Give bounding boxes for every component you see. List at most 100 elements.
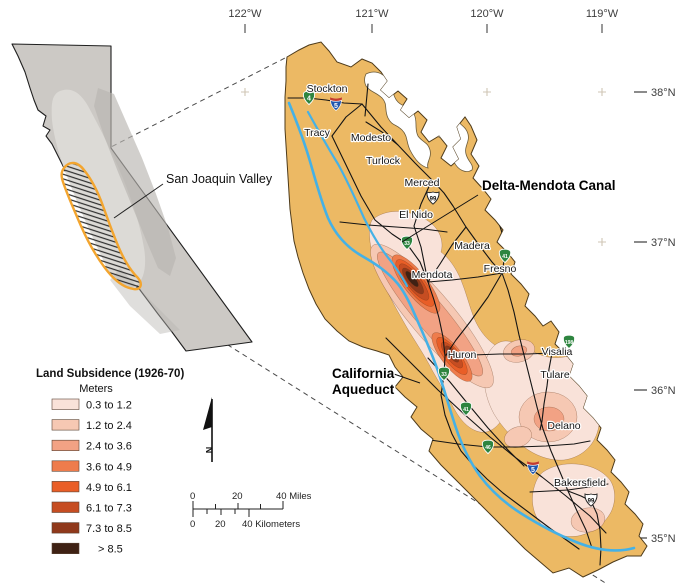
svg-text:41: 41 xyxy=(463,407,469,413)
lat-label-36n: 36°N xyxy=(651,385,676,397)
svg-text:5: 5 xyxy=(334,103,338,110)
feature-labels: Delta-Mendota Canal California Aqueduct xyxy=(331,177,617,399)
road-sr4 xyxy=(287,97,363,105)
scale-miles-0: 0 xyxy=(190,491,195,502)
svg-text:5: 5 xyxy=(531,467,535,474)
svg-text:4: 4 xyxy=(307,96,311,103)
delta-mendota-canal-line xyxy=(306,110,409,288)
city-labels: Stockton Tracy Modesto Turlock Merced El… xyxy=(303,82,607,490)
scale-km-40: 40 Kilometers xyxy=(242,519,300,530)
graticule: 122°W 121°W 120°W 119°W 38°N 37°N 36°N 3… xyxy=(228,8,675,545)
legend-label-1: 1.2 to 2.4 xyxy=(86,420,132,432)
ring-mendota-gt-8.5 xyxy=(405,271,419,287)
svg-text:99: 99 xyxy=(430,196,437,202)
us99-shield-bakersfield: 99 xyxy=(584,493,598,507)
legend-label-2: 2.4 to 3.6 xyxy=(86,441,132,453)
city-label-tracy: Tracy xyxy=(304,127,331,139)
delta-mendota-canal-label: Delta-Mendota Canal xyxy=(482,178,616,193)
north-arrow: N xyxy=(203,397,214,462)
i5-shield-north: 5 xyxy=(330,97,342,112)
svg-text:198: 198 xyxy=(565,340,574,346)
connector-line-top xyxy=(63,56,288,172)
svg-text:99: 99 xyxy=(588,498,595,504)
sr4-shield: 4 xyxy=(302,90,316,106)
canal-label-leader xyxy=(401,194,479,243)
svg-text:41: 41 xyxy=(502,254,508,260)
road-visalia-tulare-delano xyxy=(539,352,553,431)
legend-label-7: > 8.5 xyxy=(98,544,123,556)
legend-swatch-3 xyxy=(51,460,80,472)
lon-label-120w: 120°W xyxy=(470,8,504,20)
legend-title: Land Subsidence (1926-70) xyxy=(36,368,184,380)
graticule-crosses xyxy=(241,88,606,246)
scale-km-0: 0 xyxy=(190,519,195,530)
road-madera-mendota xyxy=(427,226,467,283)
water-inlet xyxy=(364,71,431,169)
aqueduct-label-leader xyxy=(390,372,421,384)
inset-region-label: San Joaquin Valley xyxy=(166,172,273,186)
legend-label-6: 7.3 to 8.5 xyxy=(86,523,132,535)
sr41-shield-south: 41 xyxy=(459,401,473,417)
main-map: 4 5 99 33 41 198 xyxy=(284,41,648,578)
lat-label-37n: 37°N xyxy=(651,237,676,249)
lon-label-122w: 122°W xyxy=(228,8,262,20)
us99-shield-merced: 99 xyxy=(426,191,440,205)
scale-km-20: 20 xyxy=(215,519,226,530)
city-label-delano: Delano xyxy=(547,420,580,432)
road-fresno-mendota xyxy=(427,272,503,283)
legend-swatch-0 xyxy=(51,398,80,410)
lat-label-38n: 38°N xyxy=(651,87,676,99)
road-merced-elnido-mendota xyxy=(413,179,433,283)
city-label-madera: Madera xyxy=(454,240,490,252)
inset-label-leader xyxy=(113,183,164,219)
inset-san-joaquin-valley-hatched xyxy=(60,161,142,291)
sr33-shield-north: 33 xyxy=(400,235,414,251)
legend-swatch-5 xyxy=(51,501,80,513)
city-label-stockton: Stockton xyxy=(307,83,348,95)
canals xyxy=(287,101,636,552)
california-inset: San Joaquin Valley xyxy=(11,43,273,352)
sr198-shield: 198 xyxy=(562,334,576,350)
road-sr46 xyxy=(429,439,591,448)
city-label-mendota: Mendota xyxy=(412,269,453,281)
svg-text:46: 46 xyxy=(485,445,491,451)
scale-miles-40: 40 Miles xyxy=(276,491,312,502)
legend-label-3: 3.6 to 4.9 xyxy=(86,461,132,473)
i5-shield-south: 5 xyxy=(527,461,539,476)
road-stockton-north xyxy=(364,83,369,117)
california-aqueduct-label-line1: California xyxy=(332,366,395,381)
lon-label-119w: 119°W xyxy=(586,8,619,20)
svg-text:33: 33 xyxy=(441,372,447,378)
scale-miles-20: 20 xyxy=(232,491,243,502)
city-label-modesto: Modesto xyxy=(351,132,391,144)
city-label-merced: Merced xyxy=(404,177,439,189)
lon-label-121w: 121°W xyxy=(355,8,389,20)
city-label-el-nido: El Nido xyxy=(399,209,433,221)
city-label-visalia: Visalia xyxy=(542,346,573,358)
inset-relief-sierra xyxy=(94,88,176,276)
legend-swatch-6 xyxy=(51,522,80,534)
lat-label-35n: 35°N xyxy=(651,533,676,545)
road-modesto-west xyxy=(365,121,399,146)
road-elnido-eastwest xyxy=(339,221,448,233)
road-tracy-stockton xyxy=(331,103,363,137)
north-arrow-head xyxy=(203,397,212,430)
city-label-tulare: Tulare xyxy=(540,369,570,381)
city-label-fresno: Fresno xyxy=(484,263,517,275)
california-aqueduct-label-line2: Aqueduct xyxy=(332,382,395,397)
city-label-huron: Huron xyxy=(448,349,477,361)
ring-huron-7.3-8.5 xyxy=(444,345,460,363)
inset-relief-valley xyxy=(51,89,146,288)
sr33-shield-south: 33 xyxy=(437,366,451,382)
california-aqueduct-line xyxy=(287,101,636,552)
sr41-shield-fresno: 41 xyxy=(498,248,512,264)
water-inlet xyxy=(450,67,467,91)
road-hwy99 xyxy=(361,103,593,549)
legend-swatch-2 xyxy=(51,439,80,452)
sr46-shield: 46 xyxy=(481,439,495,455)
legend-swatch-4 xyxy=(51,481,80,493)
legend-label-4: 4.9 to 6.1 xyxy=(86,482,132,494)
legend: Land Subsidence (1926-70) Meters 0.3 to … xyxy=(36,368,184,556)
legend-label-5: 6.1 to 7.3 xyxy=(86,503,132,515)
